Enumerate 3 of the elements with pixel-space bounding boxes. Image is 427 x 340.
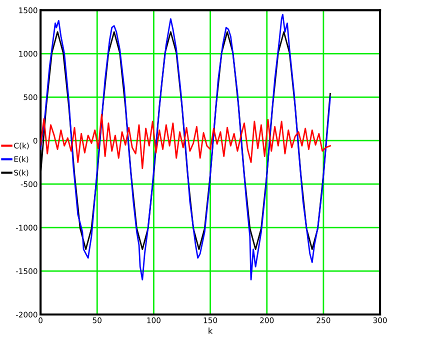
line-series (40, 14, 331, 280)
x-axis-title: k (208, 327, 213, 334)
line-series (40, 114, 331, 170)
